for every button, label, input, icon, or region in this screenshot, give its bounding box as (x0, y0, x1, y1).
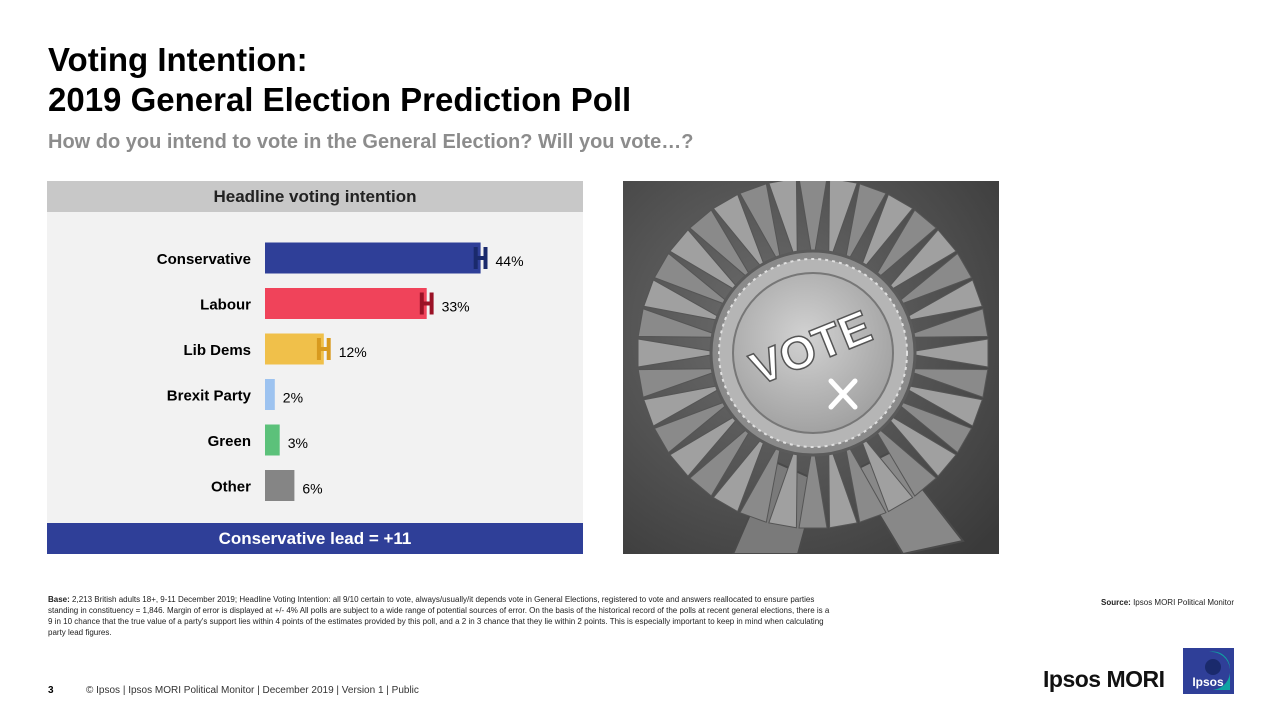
rosette-petal (669, 229, 745, 296)
rosette-petals (637, 181, 989, 529)
category-label-conservative: Conservative (157, 251, 251, 268)
source-label: Source: (1101, 598, 1131, 607)
source-note: Source: Ipsos MORI Political Monitor (1101, 598, 1234, 607)
rosette-petal (798, 442, 828, 529)
value-label-conservative: 44% (496, 253, 524, 269)
error-bar-lib-dems (316, 338, 331, 360)
rosette-petal (637, 368, 725, 398)
voting-intention-panel: Headline voting intention Conservative 44… (47, 181, 583, 554)
rosette-petal (768, 441, 798, 529)
value-label-other: 6% (302, 481, 322, 497)
base-text: 2,213 British adults 18+, 9-11 December … (48, 595, 830, 637)
title-line-1: Voting Intention: (48, 41, 308, 78)
category-label-green: Green (208, 433, 251, 450)
rosette-petal (689, 209, 756, 285)
rosette-petal (902, 338, 989, 368)
rosette-petal (843, 437, 887, 523)
rosette-petal (712, 193, 769, 276)
rosette-petal (857, 193, 914, 276)
value-label-lib-dems: 12% (339, 344, 367, 360)
cross-mark-icon (828, 378, 858, 410)
rosette-petal (881, 229, 957, 296)
rosette-petal (643, 383, 729, 427)
rosette-image: VOTE (623, 181, 999, 554)
category-label-other: Other (211, 479, 251, 496)
base-label: Base: (48, 595, 70, 604)
category-label-brexit-party: Brexit Party (167, 388, 252, 405)
bar-labour (265, 288, 427, 319)
rosette-petal (798, 181, 828, 264)
rosette-petal (689, 421, 756, 497)
page-number: 3 (48, 685, 54, 696)
panel-header: Headline voting intention (47, 181, 583, 212)
rosette-petal (637, 338, 724, 368)
rosette-petal (653, 397, 736, 454)
bar-green (265, 424, 280, 456)
error-bar-labour (419, 292, 434, 315)
bar-brexit-party (265, 379, 275, 410)
rosette-petal (897, 279, 983, 323)
rosette-petal (843, 183, 887, 269)
conservative-lead-banner: Conservative lead = +11 (47, 523, 583, 554)
bar-conservative (265, 242, 481, 274)
question-subtitle: How do you intend to vote in the General… (48, 131, 694, 153)
rosette-petal (881, 410, 957, 477)
bar-chart: Conservative 44% Labour 33% Lib Dems 12% Brexi… (157, 242, 524, 501)
rosette-petal (739, 437, 783, 523)
rosette-petal (653, 252, 736, 309)
slide-title: Voting Intention: 2019 General Election … (48, 40, 631, 120)
value-label-green: 3% (288, 435, 308, 451)
vote-rosette-photo: VOTE (623, 181, 999, 554)
value-label-brexit-party: 2% (283, 390, 303, 406)
rosette-petal (890, 252, 973, 309)
base-note: Base: 2,213 British adults 18+, 9-11 Dec… (48, 594, 833, 638)
category-label-labour: Labour (200, 297, 251, 314)
rosette-petal (768, 181, 798, 265)
logo-text: Ipsos (1192, 675, 1224, 689)
category-label-lib-dems: Lib Dems (183, 342, 251, 359)
footer-text: © Ipsos | Ipsos MORI Political Monitor |… (86, 685, 419, 696)
value-label-labour: 33% (442, 299, 470, 315)
rosette-petal (739, 183, 783, 269)
rosette-petal (870, 421, 937, 497)
rosette-petal (870, 209, 937, 285)
rosette-petal (890, 397, 973, 454)
rosette-petal (897, 383, 983, 427)
rosette-petal (712, 430, 769, 513)
rosette-petal (901, 368, 989, 398)
bar-lib-dems (265, 333, 324, 365)
ipsos-logo: Ipsos (1183, 648, 1234, 694)
rosette-petal (828, 441, 858, 529)
brand-wordmark: Ipsos MORI (1043, 666, 1165, 692)
rosette-petal (669, 410, 745, 477)
error-bar-conservative (473, 247, 488, 269)
bar-other (265, 470, 295, 501)
rosette-petal (643, 279, 729, 323)
rosette-petal (637, 308, 725, 338)
source-text: Ipsos MORI Political Monitor (1133, 598, 1234, 607)
rosette-petal (828, 181, 858, 265)
rosette-petal (857, 430, 914, 513)
rosette-petal (901, 308, 989, 338)
title-line-2: 2019 General Election Prediction Poll (48, 81, 632, 118)
